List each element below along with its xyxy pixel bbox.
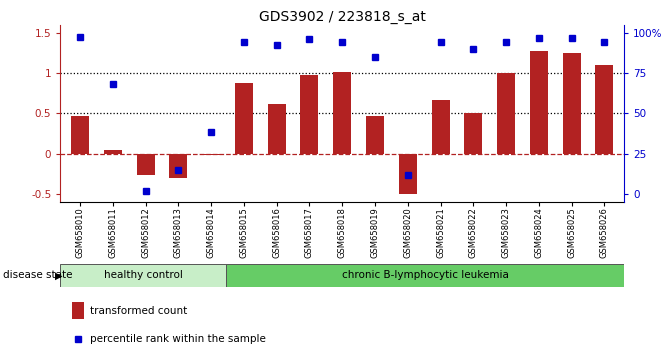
- Bar: [562, 53, 580, 154]
- Bar: [366, 116, 384, 154]
- Bar: [104, 150, 122, 154]
- Bar: [301, 75, 319, 154]
- Bar: [60, 264, 226, 287]
- Title: GDS3902 / 223818_s_at: GDS3902 / 223818_s_at: [259, 10, 425, 24]
- Bar: [497, 73, 515, 154]
- Bar: [464, 113, 482, 154]
- Text: transformed count: transformed count: [90, 306, 187, 316]
- Bar: [595, 65, 613, 154]
- Bar: [431, 99, 450, 154]
- Bar: [399, 154, 417, 194]
- Bar: [202, 154, 220, 155]
- Text: percentile rank within the sample: percentile rank within the sample: [90, 334, 266, 344]
- Bar: [71, 116, 89, 154]
- Text: disease state: disease state: [3, 270, 73, 280]
- Bar: [333, 72, 351, 154]
- Text: healthy control: healthy control: [104, 270, 183, 280]
- Bar: [72, 302, 84, 319]
- Bar: [169, 154, 187, 178]
- Text: chronic B-lymphocytic leukemia: chronic B-lymphocytic leukemia: [342, 270, 509, 280]
- Text: ▶: ▶: [55, 270, 62, 280]
- Bar: [137, 154, 154, 175]
- Bar: [226, 264, 624, 287]
- Bar: [530, 51, 548, 154]
- Bar: [235, 83, 253, 154]
- Bar: [268, 104, 286, 154]
